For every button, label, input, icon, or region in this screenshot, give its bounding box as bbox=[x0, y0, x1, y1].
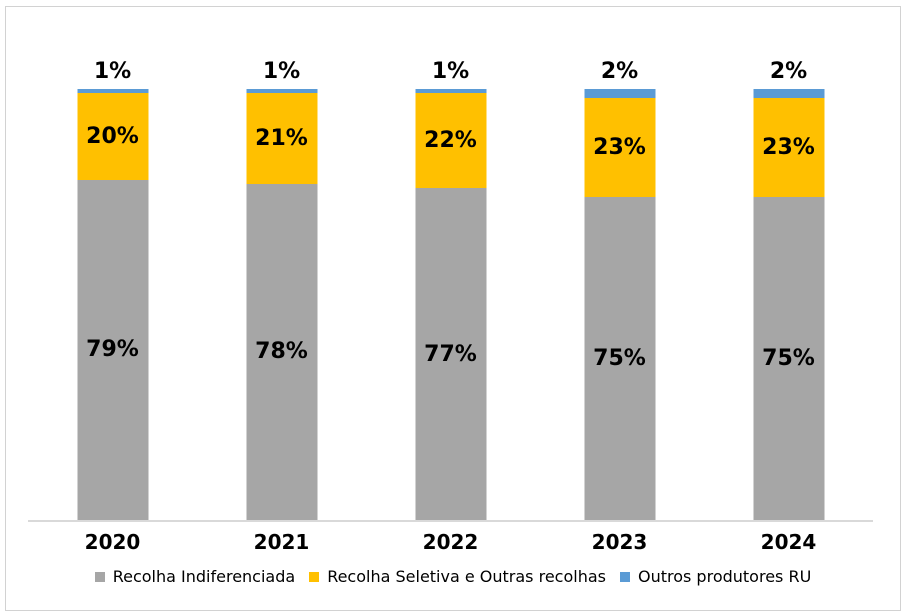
bar-segment: 79% bbox=[77, 179, 148, 520]
legend-item-recolha-indiferenciada: Recolha Indiferenciada bbox=[94, 567, 296, 586]
bar-segment: 75% bbox=[753, 196, 824, 520]
bar-value-label: 78% bbox=[255, 339, 308, 365]
bar-columns: 1% 79% 20% 1% 78% 21% 1% 77% 22% 2% 75% 23% 2% 75% 23% bbox=[28, 59, 873, 520]
bar-segment bbox=[584, 89, 655, 98]
legend-swatch-gray-icon bbox=[94, 571, 105, 582]
stacked-bar-2024: 75% 23% bbox=[753, 89, 824, 520]
legend-swatch-blue-icon bbox=[619, 571, 630, 582]
bar-value-label: 21% bbox=[255, 126, 308, 152]
x-axis-line bbox=[28, 520, 873, 522]
bar-group-2022: 1% 77% 22% bbox=[366, 59, 535, 520]
bar-segment bbox=[246, 89, 317, 94]
bar-group-2020: 1% 79% 20% bbox=[28, 59, 197, 520]
legend-label: Outros produtores RU bbox=[637, 567, 812, 586]
legend-item-recolha-seletiva: Recolha Seletiva e Outras recolhas bbox=[309, 567, 606, 586]
legend-label: Recolha Seletiva e Outras recolhas bbox=[327, 567, 606, 586]
bar-segment bbox=[415, 89, 486, 94]
bar-segment bbox=[753, 89, 824, 98]
bar-segment: 20% bbox=[77, 93, 148, 180]
bar-top-value-label: 2% bbox=[769, 59, 808, 84]
bar-top-value-label: 2% bbox=[600, 59, 639, 84]
bar-value-label: 79% bbox=[86, 337, 139, 363]
stacked-bar-2021: 78% 21% bbox=[246, 89, 317, 520]
bar-value-label: 77% bbox=[424, 341, 477, 367]
bar-value-label: 22% bbox=[424, 128, 477, 154]
bar-group-2023: 2% 75% 23% bbox=[535, 59, 704, 520]
legend-swatch-yellow-icon bbox=[309, 571, 320, 582]
stacked-bar-2022: 77% 22% bbox=[415, 89, 486, 520]
bar-top-value-label: 1% bbox=[431, 59, 470, 84]
x-axis-labels: 2020 2021 2022 2023 2024 bbox=[28, 530, 873, 554]
bar-value-label: 20% bbox=[86, 123, 139, 149]
bar-top-value-label: 1% bbox=[93, 59, 132, 84]
bar-value-label: 23% bbox=[593, 134, 646, 160]
x-axis-label-2023: 2023 bbox=[591, 530, 648, 554]
bar-group-2021: 1% 78% 21% bbox=[197, 59, 366, 520]
bar-group-2024: 2% 75% 23% bbox=[704, 59, 873, 520]
bar-value-label: 75% bbox=[762, 345, 815, 371]
bar-segment bbox=[77, 89, 148, 94]
bar-value-label: 23% bbox=[762, 134, 815, 160]
plot-area: 1% 79% 20% 1% 78% 21% 1% 77% 22% 2% 75% 23% 2% 75% 23% bbox=[28, 59, 873, 522]
bar-segment: 21% bbox=[246, 93, 317, 184]
x-axis-label-2024: 2024 bbox=[760, 530, 817, 554]
bar-segment: 77% bbox=[415, 188, 486, 520]
legend-item-outros-produtores: Outros produtores RU bbox=[619, 567, 812, 586]
legend-label: Recolha Indiferenciada bbox=[112, 567, 296, 586]
legend: Recolha Indiferenciada Recolha Seletiva … bbox=[0, 567, 906, 586]
bar-segment: 23% bbox=[753, 97, 824, 197]
bar-top-value-label: 1% bbox=[262, 59, 301, 84]
bar-segment: 78% bbox=[246, 183, 317, 520]
bar-segment: 22% bbox=[415, 93, 486, 189]
bar-segment: 23% bbox=[584, 97, 655, 197]
x-axis-label-2022: 2022 bbox=[422, 530, 479, 554]
bar-segment: 75% bbox=[584, 196, 655, 520]
x-axis-label-2021: 2021 bbox=[253, 530, 310, 554]
stacked-bar-2023: 75% 23% bbox=[584, 89, 655, 520]
bar-value-label: 75% bbox=[593, 345, 646, 371]
x-axis-label-2020: 2020 bbox=[84, 530, 141, 554]
stacked-bar-2020: 79% 20% bbox=[77, 89, 148, 520]
